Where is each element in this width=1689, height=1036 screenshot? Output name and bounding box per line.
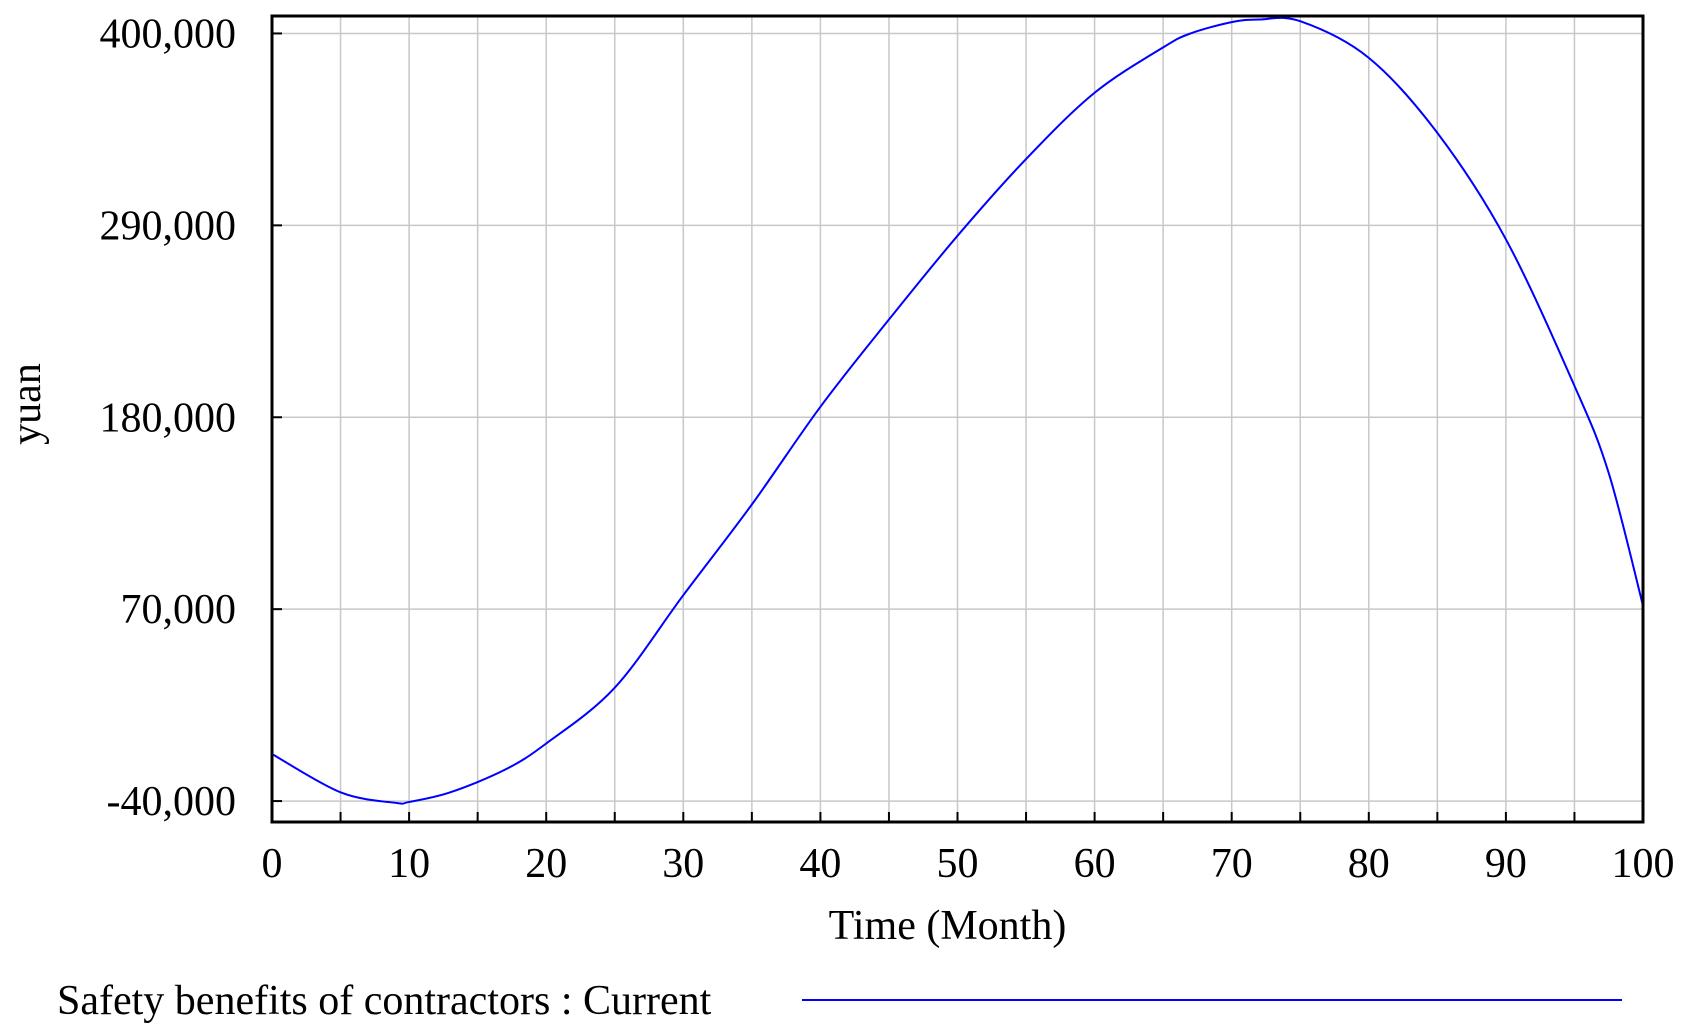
legend: Safety benefits of contractors : Current xyxy=(57,978,1622,1024)
ticks xyxy=(272,32,1576,822)
y-tick-label: 290,000 xyxy=(100,203,237,249)
x-tick-label: 70 xyxy=(1211,841,1253,887)
x-tick-label: 80 xyxy=(1348,841,1390,887)
x-tick-label: 20 xyxy=(525,841,567,887)
y-tick-label: 180,000 xyxy=(100,395,237,441)
x-axis-tick-labels: 0 10 20 30 40 50 60 70 80 90 100 xyxy=(262,841,1675,887)
x-tick-label: 40 xyxy=(799,841,841,887)
y-axis-tick-labels: -40,000 70,000 180,000 290,000 400,000 xyxy=(100,11,237,825)
x-tick-label: 30 xyxy=(662,841,704,887)
y-tick-label: 70,000 xyxy=(121,587,237,633)
y-tick-label: -40,000 xyxy=(107,779,237,825)
x-tick-label: 100 xyxy=(1612,841,1675,887)
legend-label: Safety benefits of contractors : Current xyxy=(57,978,712,1024)
x-tick-label: 90 xyxy=(1485,841,1527,887)
grid xyxy=(272,16,1643,822)
x-axis-title: Time (Month) xyxy=(829,903,1067,949)
y-axis-title: yuan xyxy=(4,363,50,445)
series-line xyxy=(271,16,1644,805)
y-tick-label: 400,000 xyxy=(100,11,237,57)
x-tick-label: 50 xyxy=(937,841,979,887)
x-tick-label: 10 xyxy=(388,841,430,887)
x-tick-label: 60 xyxy=(1074,841,1116,887)
x-tick-label: 0 xyxy=(262,841,283,887)
